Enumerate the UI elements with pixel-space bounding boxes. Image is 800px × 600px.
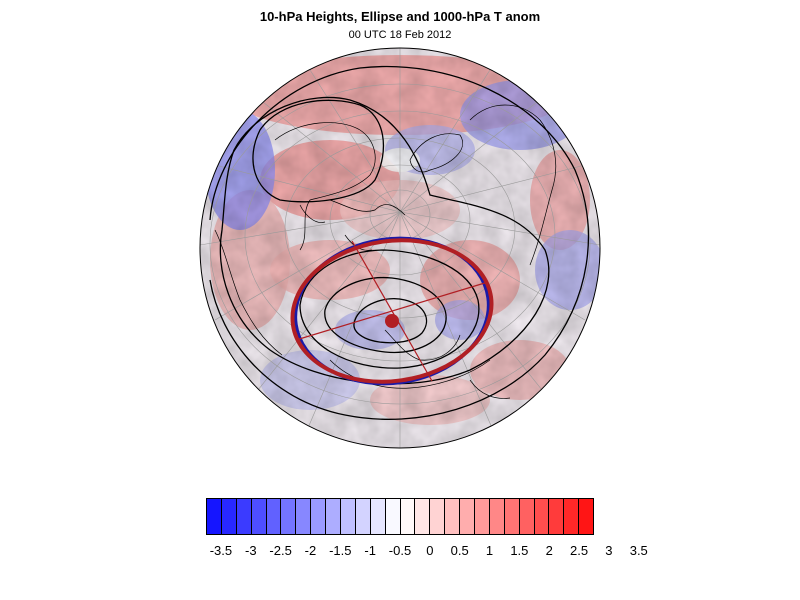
colorbar-label: 2.5 — [570, 543, 589, 558]
map-title: 10-hPa Heights, Ellipse and 1000-hPa T a… — [259, 9, 541, 24]
colorbar-swatch — [579, 499, 594, 534]
colorbar-labels: -3.5 -3 -2.5 -2 -1.5 -1 -0.5 0 0.5 1 1.5 2 2.5 3 3.5 — [0, 543, 800, 559]
ellipse-outer — [290, 238, 494, 384]
colorbar-swatch — [564, 499, 580, 534]
colorbar-label: -1.5 — [329, 543, 352, 558]
globe-outline — [199, 47, 601, 449]
colorbar-swatch — [251, 499, 267, 534]
colorbar-swatch — [460, 499, 476, 534]
colorbar-swatch — [519, 499, 535, 534]
vortex-centroid — [385, 314, 399, 328]
colorbar-swatch — [385, 499, 401, 534]
colorbar-label: 0.5 — [450, 543, 469, 558]
colorbar-swatch — [370, 499, 386, 534]
colorbar-swatch — [311, 499, 327, 534]
colorbar-label: -1 — [364, 543, 376, 558]
colorbar-swatch — [221, 499, 237, 534]
colorbar-label: -2 — [304, 543, 317, 558]
colorbar-swatch — [236, 499, 252, 534]
height-contours — [209, 65, 589, 420]
map-subtitle: 00 UTC 18 Feb 2012 — [348, 29, 452, 41]
colorbar-swatch — [475, 499, 490, 534]
colorbar-label: -0.5 — [388, 543, 412, 558]
colorbar-label: -3 — [244, 543, 257, 558]
colorbar-swatch — [355, 499, 371, 534]
colorbar — [206, 498, 594, 535]
vortex-ellipse — [290, 236, 494, 386]
colorbar-label: -2.5 — [269, 543, 292, 558]
colorbar-swatch — [504, 499, 520, 534]
colorbar-swatch — [207, 499, 222, 534]
colorbar-swatch — [534, 499, 550, 534]
colorbar-swatch — [326, 499, 342, 534]
colorbar-label: -3.5 — [209, 543, 233, 558]
colorbar-swatch — [415, 499, 431, 534]
ellipse-major-axis — [295, 281, 489, 341]
colorbar-swatch — [281, 499, 297, 534]
colorbar-swatch — [489, 499, 505, 534]
colorbar-swatch — [445, 499, 461, 534]
coastlines — [214, 104, 557, 399]
colorbar-label: 2 — [545, 543, 553, 558]
colorbar-swatch — [266, 499, 282, 534]
colorbar-label: 3.5 — [629, 543, 648, 558]
colorbar-swatch — [400, 499, 416, 534]
colorbar-label: 0 — [426, 543, 434, 558]
colorbar-swatch — [430, 499, 446, 534]
colorbar-swatch — [296, 499, 312, 534]
colorbar-label: 1.5 — [510, 543, 529, 558]
colorbar-swatch — [549, 499, 565, 534]
colorbar-label: 3 — [605, 543, 613, 558]
colorbar-swatch — [341, 499, 356, 534]
colorbar-label: 1 — [485, 543, 494, 558]
